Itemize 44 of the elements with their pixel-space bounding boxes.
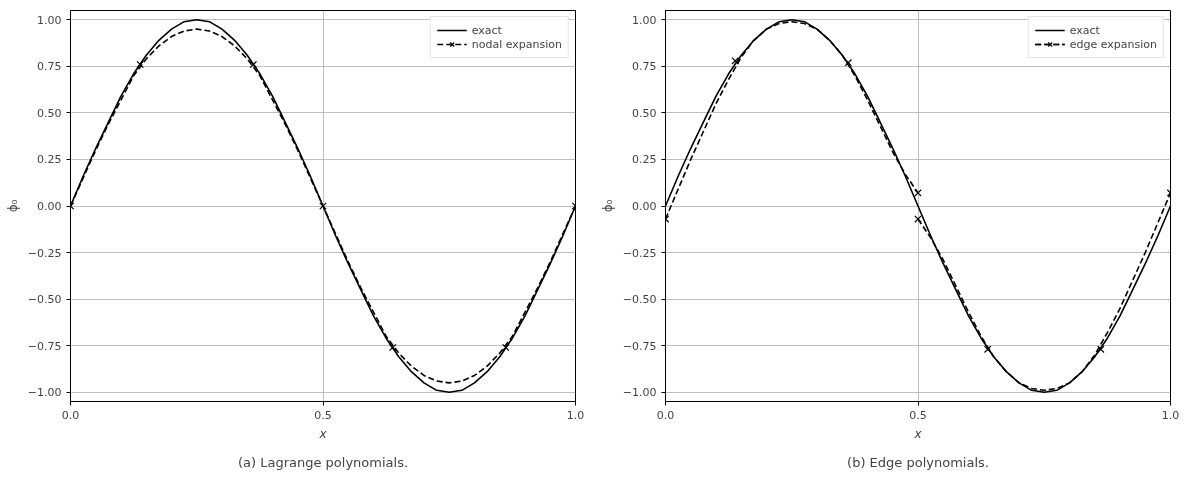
x-tick-label: 0.0	[61, 408, 80, 422]
point	[388, 343, 397, 352]
point	[1097, 345, 1105, 354]
x-tick-label: 1.0	[1161, 408, 1180, 422]
y-axis-title: ϕ₀	[5, 199, 20, 213]
y-tick-label: 0.50	[632, 106, 657, 120]
legend-label: exact	[471, 23, 502, 37]
point	[914, 215, 922, 223]
y-tick-label: 0.50	[37, 106, 62, 120]
legend-label: exact	[1069, 23, 1100, 37]
point	[844, 58, 853, 67]
y-tick-label: 0.75	[37, 60, 62, 74]
y-tick-label: 0.00	[632, 200, 657, 213]
x-tick-label: 0.5	[909, 408, 927, 422]
text: (a) Lagrange polynomials.	[237, 454, 409, 470]
point	[983, 345, 992, 354]
y-axis-title: ϕ₀	[600, 199, 615, 213]
x-tick-label: 0.0	[656, 408, 675, 422]
legend-label: nodal expansion	[471, 37, 562, 51]
y-tick-label: 0.25	[632, 153, 657, 167]
y-tick-label: −0.75	[27, 339, 62, 353]
y-tick-label: −0.75	[622, 339, 657, 353]
y-tick-label: −1.00	[622, 386, 657, 400]
x-tick-label: 1.0	[566, 408, 585, 422]
x-axis-title: x	[913, 426, 923, 441]
y-tick-label: −0.50	[622, 293, 657, 307]
y-tick-label: −0.25	[622, 246, 657, 260]
point	[914, 189, 922, 197]
y-tick-label: 0.00	[37, 200, 62, 213]
y-tick-label: 1.00	[37, 13, 62, 27]
x-tick-label: 0.5	[314, 408, 332, 422]
y-tick-label: 0.25	[37, 153, 62, 167]
text: (b) Edge polynomials.	[847, 454, 989, 470]
legend-label: edge expansion	[1069, 37, 1157, 51]
y-tick-label: 1.00	[632, 13, 657, 27]
point	[502, 343, 510, 352]
y-tick-label: −1.00	[27, 386, 62, 400]
point	[249, 60, 258, 69]
y-tick-label: 0.75	[632, 60, 657, 74]
y-tick-label: −0.25	[27, 246, 62, 260]
x-axis-title: x	[318, 426, 328, 441]
point	[136, 60, 144, 69]
y-tick-label: −0.50	[27, 293, 62, 307]
point	[319, 202, 327, 210]
